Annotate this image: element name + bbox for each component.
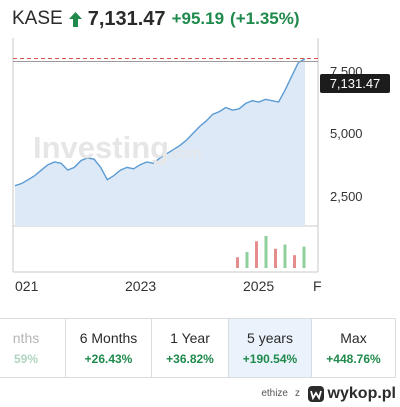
footer-username: ethize bbox=[261, 388, 288, 399]
price-badge bbox=[320, 74, 390, 93]
quote-header: KASE 7,131.47 +95.19 (+1.35%) bbox=[12, 6, 300, 32]
tab-label: 6 Months bbox=[79, 330, 138, 346]
volume-bar bbox=[274, 248, 277, 268]
x-tick-label: 2023 bbox=[125, 278, 156, 294]
watermark-text: Investing bbox=[33, 130, 169, 165]
watermark-footer: ethize z wykop.pl bbox=[0, 384, 400, 407]
x-tick-label: 2025 bbox=[243, 278, 274, 294]
volume-bar bbox=[302, 246, 306, 268]
chart-canvas[interactable]: Investing .com 7,500 5,000 2,500 7,131.4… bbox=[0, 38, 400, 300]
volume-bar bbox=[293, 255, 296, 268]
tab-value: +36.82% bbox=[166, 352, 214, 366]
ticker-symbol: KASE bbox=[12, 8, 63, 29]
wykop-logo-text: wykop.pl bbox=[327, 385, 396, 402]
price-badge-label: 7,131.47 bbox=[330, 76, 381, 91]
wykop-logo-icon bbox=[307, 386, 324, 402]
tab-3-months[interactable]: nths 59% bbox=[0, 318, 66, 378]
tab-value: +26.43% bbox=[84, 352, 133, 366]
tab-value: +448.76% bbox=[326, 352, 381, 366]
volume-bar bbox=[264, 236, 268, 268]
x-tick-label: F bbox=[313, 278, 322, 294]
tab-label: 1 Year bbox=[170, 330, 210, 346]
price-chart[interactable]: Investing .com 7,500 5,000 2,500 7,131.4… bbox=[0, 38, 400, 300]
tab-5-years[interactable]: 5 years +190.54% bbox=[228, 318, 312, 378]
tab-1-year[interactable]: 1 Year +36.82% bbox=[151, 318, 229, 378]
area-layer bbox=[14, 58, 306, 227]
grid-layer bbox=[13, 58, 318, 63]
tab-label: Max bbox=[340, 330, 367, 346]
volume-layer bbox=[236, 236, 306, 268]
volume-bar bbox=[255, 241, 258, 268]
period-tabs: nths 59% 6 Months +26.43% 1 Year +36.82%… bbox=[0, 318, 400, 380]
last-price: 7,131.47 bbox=[87, 7, 166, 30]
wykop-logo: wykop.pl bbox=[307, 385, 396, 403]
y-tick-label: 2,500 bbox=[330, 189, 363, 204]
price-change: +95.19 bbox=[171, 9, 225, 28]
tab-value: +190.54% bbox=[242, 352, 298, 366]
price-area-fill bbox=[15, 58, 305, 227]
x-tick-label: 021 bbox=[15, 278, 39, 294]
tab-label: nths bbox=[12, 330, 40, 346]
y-tick-label: 5,000 bbox=[330, 126, 363, 141]
tab-max[interactable]: Max +448.76% bbox=[311, 318, 396, 378]
footer-z: z bbox=[295, 388, 300, 399]
up-arrow-icon bbox=[68, 11, 82, 27]
volume-bar bbox=[283, 244, 287, 268]
watermark-suffix: .com bbox=[167, 145, 202, 162]
tab-6-months[interactable]: 6 Months +26.43% bbox=[65, 318, 152, 378]
volume-bar bbox=[236, 257, 239, 268]
tab-label: 5 years bbox=[247, 330, 293, 346]
price-series-line bbox=[14, 58, 306, 187]
price-change-percent: (+1.35%) bbox=[230, 9, 300, 28]
volume-bar bbox=[245, 252, 249, 268]
tab-value: 59% bbox=[13, 352, 39, 366]
